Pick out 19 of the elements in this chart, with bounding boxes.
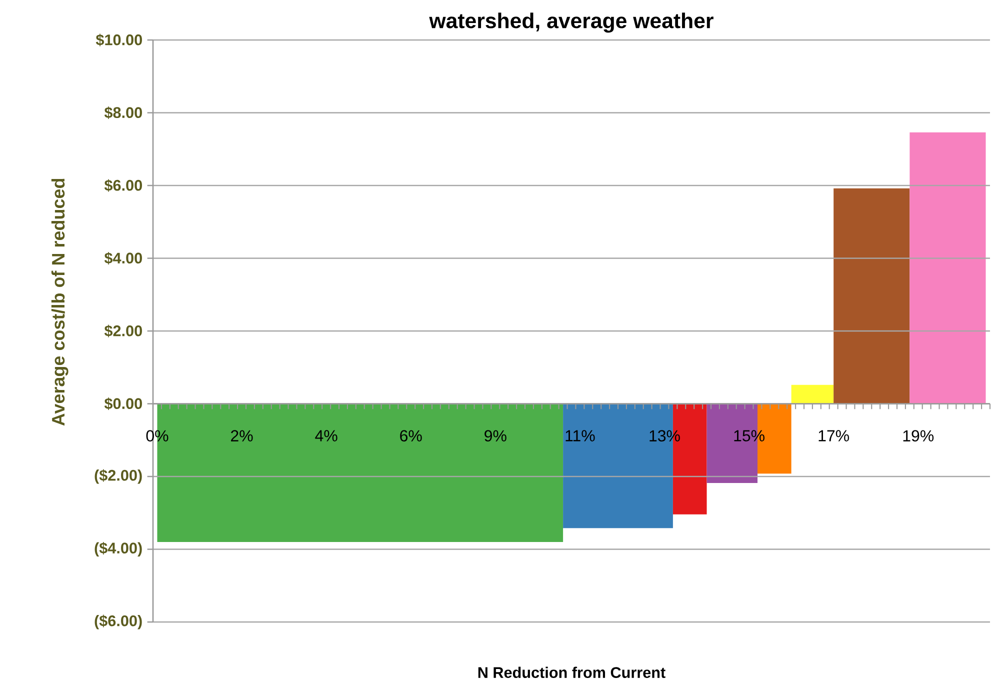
y-tick-label: $4.00 — [104, 252, 142, 264]
y-tick-label: $8.00 — [104, 106, 142, 119]
y-tick-label: $2.00 — [104, 324, 142, 338]
x-axis-title: N Reduction from Current — [478, 666, 666, 678]
y-tick-label: $0.00 — [104, 397, 142, 410]
x-tick-label: 6% — [400, 430, 422, 442]
x-tick-label: 2% — [231, 430, 253, 442]
chart-title: watershed, average weather — [429, 12, 714, 33]
x-tick-label: 9% — [484, 430, 506, 442]
y-tick-label: ($6.00) — [94, 614, 142, 630]
x-tick-label: 17% — [818, 430, 850, 442]
y-tick-label: $10.00 — [96, 34, 142, 46]
x-tick-label: 11% — [566, 430, 595, 442]
y-tick-label: $6.00 — [104, 179, 142, 192]
y-tick-label: ($2.00) — [94, 469, 142, 484]
x-tick-label: 4% — [315, 430, 338, 442]
y-tick-label: ($4.00) — [94, 542, 142, 557]
x-tick-label: 19% — [903, 430, 934, 442]
y-axis-title: Average cost/lb of N reduced — [51, 178, 68, 426]
